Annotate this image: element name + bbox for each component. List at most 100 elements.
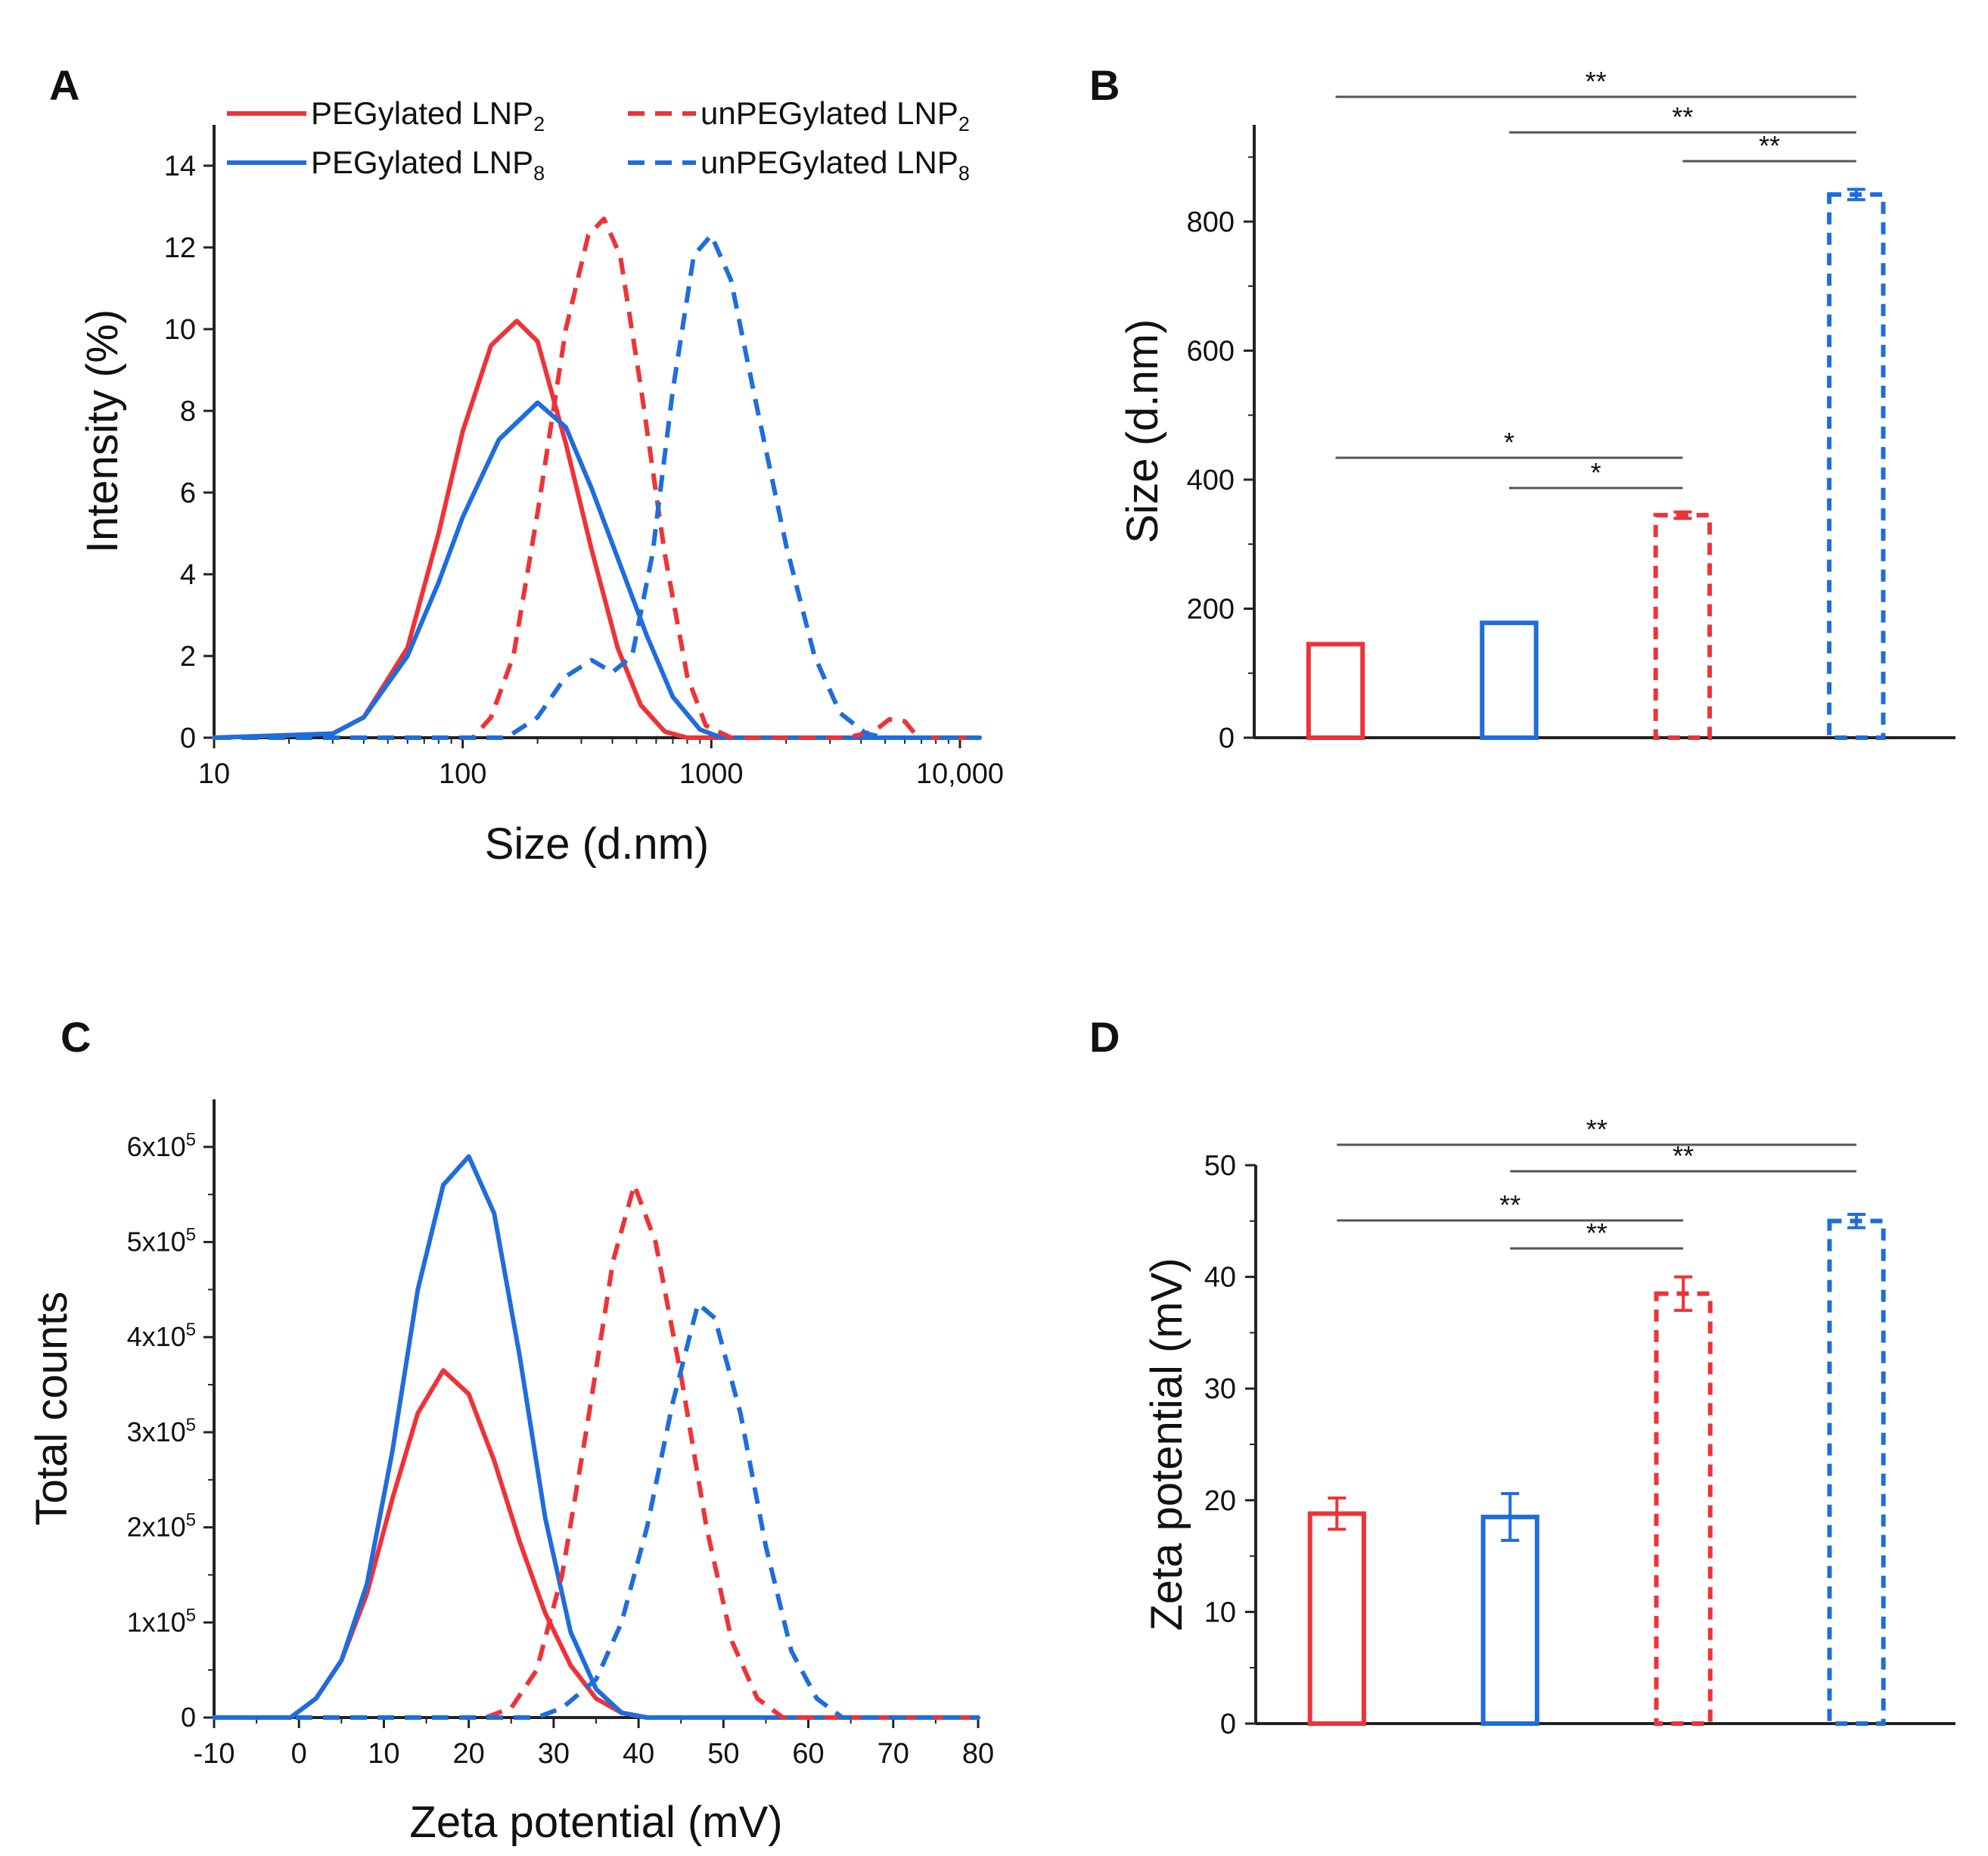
- x-tick-label: 50: [707, 1738, 739, 1770]
- significance-label: **: [1673, 1140, 1694, 1171]
- y-tick-label: 0: [180, 723, 196, 754]
- error-bar-b-3: [1847, 188, 1865, 201]
- x-tick-label: 30: [538, 1738, 570, 1770]
- significance-label: **: [1499, 1189, 1521, 1220]
- bar-b-0: [1306, 642, 1365, 740]
- legend-item: PEGylated LNP8: [227, 145, 545, 185]
- panel-letter-c: C: [61, 1013, 91, 1061]
- y-tick-label: 6x105: [127, 1130, 196, 1162]
- x-tick-label: 40: [623, 1738, 654, 1770]
- y-tick-label: 30: [1204, 1373, 1236, 1405]
- bar-b-1: [1480, 620, 1539, 740]
- significance-bracket-b: **: [1335, 66, 1856, 98]
- y-axis-label-a: Intensity (%): [78, 309, 127, 553]
- y-tick-label: 40: [1204, 1262, 1236, 1294]
- legend-item: unPEGylated LNP2: [628, 95, 970, 135]
- y-axis-label-b: Size (d.nm): [1118, 319, 1167, 544]
- significance-label: **: [1586, 66, 1607, 97]
- y-tick-label: 4x105: [127, 1320, 196, 1352]
- x-tick-label: 10,000: [916, 758, 1004, 790]
- x-tick-label: -10: [194, 1738, 235, 1770]
- error-bar-d-2: [1674, 1275, 1693, 1312]
- legend-label: PEGylated LNP2: [311, 95, 545, 135]
- series-line-a-1: [212, 400, 982, 740]
- bar-b-3: [1827, 192, 1886, 740]
- legend-label: unPEGylated LNP2: [700, 95, 970, 135]
- y-tick-label: 12: [164, 232, 196, 264]
- error-bar-d-3: [1847, 1212, 1866, 1230]
- legend-label: PEGylated LNP8: [311, 145, 545, 185]
- significance-label: **: [1759, 130, 1780, 161]
- y-axis-label-c: Total counts: [27, 1292, 76, 1526]
- y-tick-label: 4: [180, 559, 196, 591]
- y-tick-label: 2: [180, 641, 196, 673]
- axes-c: -10 0 10 20 30 40 50 60 70 80 0 1x105 2x105 3x105 4x10…: [127, 1099, 994, 1770]
- bar-d-1: [1480, 1514, 1539, 1726]
- x-tick-label: 1000: [679, 758, 744, 790]
- significance-label: **: [1586, 1114, 1607, 1145]
- series-line-a-0: [212, 319, 982, 740]
- error-bar-d-0: [1328, 1496, 1347, 1531]
- significance-label: **: [1586, 1217, 1607, 1248]
- y-tick-label: 8: [180, 396, 196, 427]
- panel-letter-a: A: [49, 61, 79, 109]
- significance-bracket-b: **: [1682, 130, 1856, 163]
- axes-a: 10 100 1000 10,000 0 2 4 6 8 10 12 14: [164, 125, 1004, 790]
- y-tick-label: 0: [1220, 1708, 1236, 1740]
- y-tick-label: 50: [1204, 1150, 1236, 1182]
- axes-d: 0 10 20 30 40 50: [1204, 1150, 1955, 1740]
- y-tick-label: 6: [180, 477, 196, 509]
- significance-bracket-d: **: [1337, 1114, 1857, 1146]
- significance-bracket-d: **: [1510, 1217, 1684, 1250]
- legend-item: PEGylated LNP2: [227, 95, 545, 135]
- significance-label: *: [1591, 457, 1601, 488]
- significance-bracket-d: **: [1510, 1140, 1857, 1173]
- series-line-c-0: [212, 1368, 980, 1720]
- x-tick-label: 10: [198, 758, 230, 790]
- series-line-c-1: [212, 1154, 980, 1720]
- x-axis-label-a: Size (d.nm): [485, 819, 710, 869]
- y-tick-label: 1x105: [127, 1605, 196, 1637]
- series-line-a-3: [214, 232, 980, 740]
- y-tick-label: 0: [181, 1702, 196, 1733]
- series-line-c-3: [214, 1301, 978, 1720]
- x-tick-label: 20: [453, 1738, 485, 1770]
- panel-letter-d: D: [1089, 1013, 1120, 1061]
- error-bar-d-1: [1501, 1491, 1520, 1542]
- legend-label: unPEGylated LNP8: [700, 145, 970, 185]
- series-line-a-2: [214, 216, 980, 740]
- bar-d-2: [1654, 1291, 1713, 1726]
- y-tick-label: 800: [1187, 207, 1235, 238]
- y-tick-label: 14: [164, 151, 196, 182]
- y-tick-label: 2x105: [127, 1510, 196, 1543]
- y-tick-label: 600: [1187, 335, 1235, 367]
- y-tick-label: 0: [1219, 723, 1235, 754]
- panel-letter-b: B: [1089, 61, 1120, 109]
- x-tick-label: 70: [878, 1738, 909, 1770]
- significance-bracket-b: *: [1335, 427, 1683, 459]
- x-tick-label: 60: [792, 1738, 824, 1770]
- bar-b-2: [1653, 512, 1713, 740]
- x-axis-label-c: Zeta potential (mV): [409, 1798, 782, 1847]
- y-tick-label: 400: [1187, 465, 1235, 496]
- significance-label: *: [1504, 427, 1514, 458]
- bar-d-3: [1827, 1218, 1886, 1727]
- significance-bracket-b: **: [1508, 101, 1856, 134]
- x-tick-label: 80: [962, 1738, 994, 1770]
- y-tick-label: 200: [1187, 593, 1235, 625]
- y-axis-label-d: Zeta potential (mV): [1142, 1258, 1191, 1631]
- x-tick-label: 0: [291, 1738, 307, 1770]
- y-tick-label: 10: [164, 314, 196, 346]
- legend-item: unPEGylated LNP8: [628, 145, 970, 185]
- y-tick-label: 3x105: [127, 1415, 196, 1447]
- x-tick-label: 100: [439, 758, 486, 790]
- y-tick-label: 20: [1204, 1485, 1236, 1517]
- significance-bracket-b: *: [1508, 457, 1683, 490]
- y-tick-label: 5x105: [127, 1225, 196, 1258]
- significance-bracket-d: **: [1337, 1189, 1684, 1222]
- bar-d-0: [1307, 1511, 1366, 1726]
- x-tick-label: 10: [368, 1738, 399, 1770]
- error-bar-b-2: [1673, 510, 1692, 521]
